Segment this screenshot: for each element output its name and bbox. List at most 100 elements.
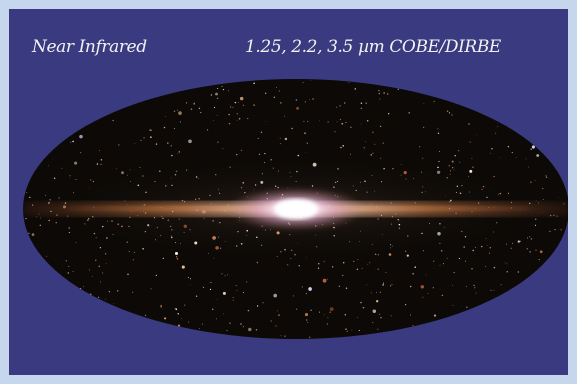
star (69, 175, 71, 176)
star (527, 237, 529, 239)
star (485, 265, 487, 268)
star (171, 229, 173, 231)
star (150, 288, 152, 290)
star (427, 293, 429, 294)
star (176, 109, 178, 111)
star (155, 143, 158, 145)
star (400, 164, 402, 165)
star (261, 173, 263, 175)
star (419, 146, 421, 148)
star (177, 153, 178, 155)
star (84, 223, 86, 225)
star (469, 169, 473, 173)
star (439, 242, 441, 244)
star (215, 174, 217, 176)
star (357, 259, 359, 261)
star (162, 217, 164, 220)
star (295, 308, 298, 310)
star (224, 241, 226, 243)
star (310, 309, 312, 311)
star (278, 314, 280, 316)
star (297, 242, 299, 244)
star (124, 200, 126, 202)
star (422, 296, 424, 298)
star (137, 184, 140, 187)
star (492, 231, 494, 233)
star (193, 102, 195, 104)
star (217, 141, 219, 143)
star (264, 161, 266, 163)
star (176, 258, 179, 260)
star (531, 145, 535, 149)
star (371, 243, 373, 245)
star (448, 165, 450, 167)
star (464, 236, 467, 238)
star (198, 198, 200, 200)
star (485, 238, 487, 239)
star (397, 88, 399, 90)
star (400, 174, 402, 176)
star (113, 303, 115, 305)
star (112, 119, 114, 122)
star (242, 182, 245, 184)
star (382, 142, 384, 144)
star (247, 309, 250, 312)
star (194, 242, 195, 244)
star (345, 121, 347, 124)
star (193, 103, 195, 105)
star (246, 234, 247, 236)
star (284, 115, 286, 117)
star (336, 121, 338, 123)
star (349, 153, 351, 155)
star (390, 285, 392, 287)
star (79, 134, 83, 139)
star (258, 153, 260, 155)
star (102, 225, 104, 228)
star (339, 105, 341, 107)
star (108, 290, 111, 293)
star (305, 257, 307, 258)
star (486, 245, 488, 246)
star (68, 231, 71, 234)
star (469, 191, 471, 193)
star (333, 186, 335, 188)
star (403, 170, 407, 175)
star (246, 281, 248, 283)
star (307, 322, 309, 323)
star (560, 229, 562, 231)
star (344, 102, 346, 104)
star (39, 224, 41, 226)
star (216, 299, 218, 300)
star (530, 181, 532, 183)
star (129, 169, 131, 171)
all-sky-map (23, 79, 568, 339)
star (290, 258, 292, 259)
star (493, 175, 495, 178)
star (53, 177, 56, 179)
star (549, 230, 551, 233)
star (133, 251, 135, 253)
star (106, 237, 108, 239)
star (493, 290, 495, 291)
star (181, 318, 183, 319)
star (515, 157, 517, 158)
star (284, 249, 286, 251)
star (219, 221, 221, 224)
star (361, 267, 363, 269)
star (432, 287, 434, 289)
star (307, 120, 309, 123)
star (407, 235, 409, 237)
star (421, 191, 423, 193)
star (341, 122, 344, 125)
star (508, 192, 509, 194)
star (195, 295, 198, 297)
star (542, 188, 544, 190)
star (45, 255, 48, 258)
star (83, 286, 84, 287)
star (382, 282, 385, 284)
star (232, 299, 234, 301)
star (296, 106, 300, 110)
star (488, 252, 490, 254)
star (195, 176, 198, 178)
star (52, 158, 54, 160)
